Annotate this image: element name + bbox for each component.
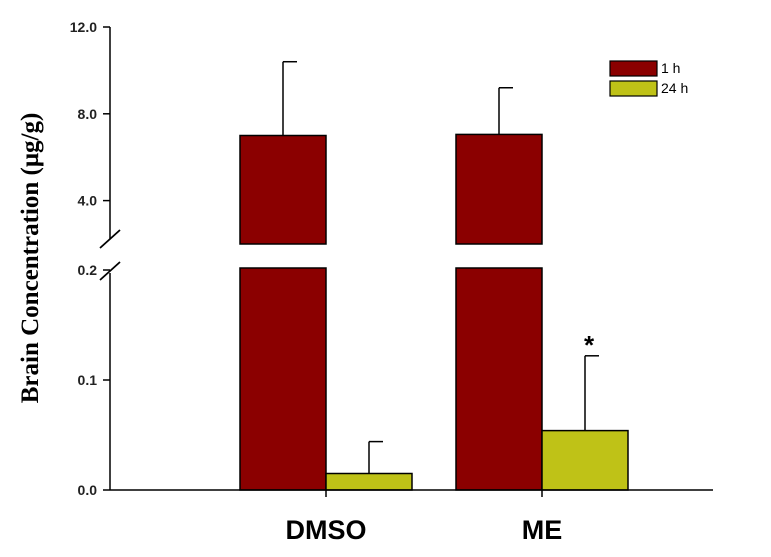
chart-axes: DMSO ME 0.0 0.1 0.2 4.0 8.0 12.0 (70, 19, 713, 545)
legend: 1 h 24 h (609, 60, 688, 97)
chart-marks: * (238, 60, 629, 491)
significance-marker: * (584, 330, 595, 360)
bar-1h-ME-upper (455, 133, 543, 245)
axis-break-mark (99, 261, 121, 281)
y-tick-label-12.0: 12.0 (70, 19, 97, 35)
y-tick-label-0.1: 0.1 (78, 372, 98, 388)
legend-label-24h: 24 h (661, 80, 688, 96)
legend-label-1h: 1 h (661, 60, 680, 76)
bar-1h-DMSO-lower (239, 267, 327, 491)
y-tick-label-4.0: 4.0 (78, 193, 98, 209)
y-axis-label: Brain Concentration (μg/g) (17, 113, 44, 404)
bar-24h-DMSO (325, 472, 413, 491)
bar-24h-ME (541, 429, 629, 491)
legend-swatch-1h (609, 60, 658, 77)
axis-break-gap (454, 245, 544, 267)
y-tick-label-0.2: 0.2 (78, 262, 98, 278)
bar-1h-ME-lower (455, 267, 543, 491)
axis-break-mark (99, 229, 121, 249)
x-tick-label-ME: ME (522, 515, 563, 545)
y-tick-label-0.0: 0.0 (78, 482, 98, 498)
legend-swatch-24h (609, 80, 658, 97)
bar-1h-DMSO-upper (239, 134, 327, 245)
y-tick-label-8.0: 8.0 (78, 106, 98, 122)
axis-break-gap (238, 245, 328, 267)
x-tick-label-DMSO: DMSO (286, 515, 367, 545)
